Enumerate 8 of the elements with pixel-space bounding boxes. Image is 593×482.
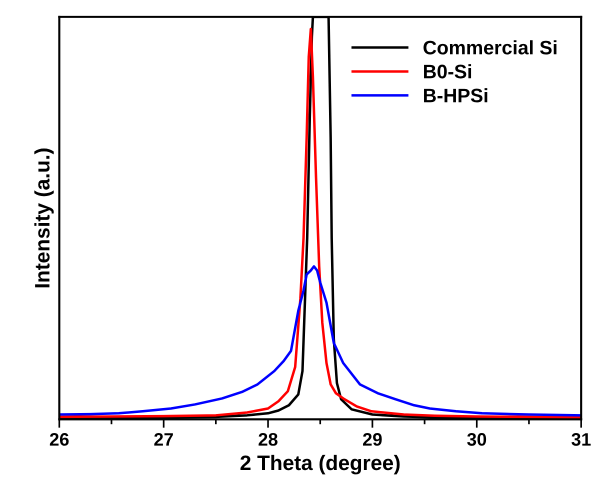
x-tick-label: 31 [572,433,591,446]
x-axis-title: 2 Theta (degree) [240,454,400,474]
x-tick-label: 30 [467,433,486,446]
x-tick-label: 26 [50,433,69,446]
y-axis-title: Intensity (a.u.) [34,148,54,288]
x-tick-label: 28 [258,433,278,446]
x-tick-label: 29 [362,433,382,446]
x-tick-label: 27 [154,433,173,446]
